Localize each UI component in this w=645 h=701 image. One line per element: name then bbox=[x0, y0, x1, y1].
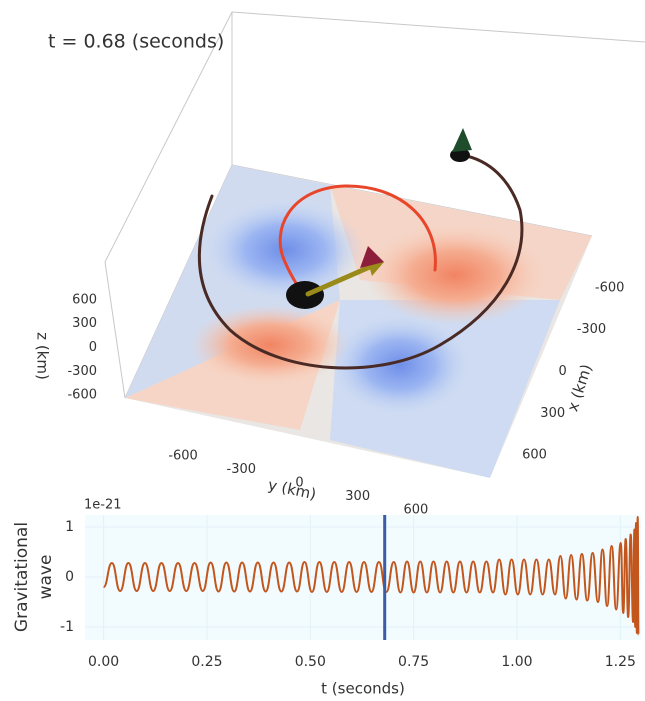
wave-line bbox=[103, 515, 640, 636]
field-map bbox=[125, 165, 592, 478]
x-tick-label: -300 bbox=[577, 322, 607, 337]
x-tick-label: 1.00 bbox=[501, 654, 532, 670]
spin-arrow bbox=[305, 263, 375, 297]
x-axis-label: t (seconds) bbox=[321, 680, 405, 698]
y-tick-label: -1 bbox=[60, 619, 74, 635]
x-tick-label: 0.50 bbox=[295, 654, 326, 670]
orbit-inner bbox=[278, 184, 437, 297]
x-tick-label: -600 bbox=[595, 280, 625, 295]
z-axis-label: z (km) bbox=[34, 332, 52, 380]
y-axis-label: y (km) bbox=[266, 476, 317, 504]
x-tick-label: 300 bbox=[540, 406, 565, 421]
y-tick-label: 0 bbox=[65, 569, 74, 585]
z-tick-label: 300 bbox=[72, 316, 97, 331]
y-tick-label: 1 bbox=[65, 519, 74, 535]
z-tick-label: -300 bbox=[67, 364, 97, 379]
y-tick-label: -600 bbox=[168, 448, 198, 463]
y-tick-label: 600 bbox=[403, 503, 428, 518]
x-tick-label: 0.25 bbox=[191, 654, 222, 670]
y-tick-label: 300 bbox=[345, 489, 370, 504]
x-tick-label: 0.00 bbox=[88, 654, 119, 670]
x-tick-label: 1.25 bbox=[605, 654, 636, 670]
x-tick-label: 0 bbox=[559, 364, 567, 379]
z-tick-label: -600 bbox=[67, 388, 97, 403]
x-tick-label: 0.75 bbox=[398, 654, 429, 670]
y-axis-label-line2: wave bbox=[36, 555, 56, 600]
cone-red bbox=[360, 246, 384, 268]
z-tick-label: 600 bbox=[72, 292, 97, 307]
y-tick-label: -300 bbox=[227, 462, 257, 477]
x-tick-label: 600 bbox=[522, 448, 547, 463]
time-annotation: t = 0.68 (seconds) bbox=[48, 31, 224, 53]
y-axis-label-line1: Gravitational bbox=[12, 522, 32, 632]
orbits bbox=[197, 128, 524, 370]
x-axis-label: x (km) bbox=[563, 362, 595, 414]
cone-green bbox=[452, 128, 472, 152]
z-tick-label: 0 bbox=[89, 340, 97, 355]
orbit-outer bbox=[197, 153, 524, 370]
body-large bbox=[286, 281, 324, 309]
y-tick-label: 0 bbox=[295, 476, 303, 491]
offset-text: 1e-21 bbox=[84, 498, 122, 513]
